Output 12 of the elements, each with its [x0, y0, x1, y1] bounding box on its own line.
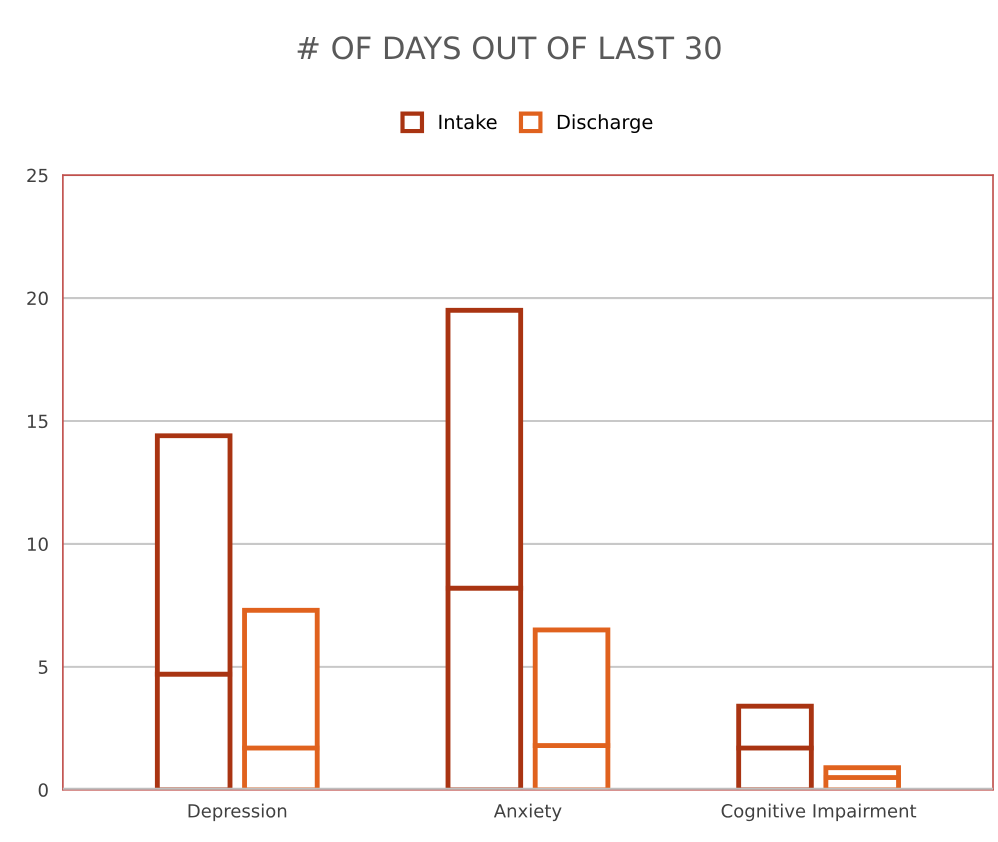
legend-label: Discharge: [558, 114, 652, 134]
chart-title: # OF DAYS OUT OF LAST 30: [298, 36, 721, 60]
y-tick-label: 15: [28, 414, 48, 428]
legend-label: Intake: [439, 114, 497, 130]
x-tick-label: Cognitive Impairment: [722, 804, 916, 822]
y-tick-label: 5: [38, 660, 48, 674]
y-tick-label: 10: [28, 537, 48, 552]
y-tick-label: 20: [27, 292, 48, 306]
y-tick-label: 25: [27, 168, 48, 182]
y-tick-label: 0: [38, 783, 48, 797]
x-tick-label: Anxiety: [494, 804, 562, 822]
x-tick-label: Depression: [188, 804, 286, 822]
